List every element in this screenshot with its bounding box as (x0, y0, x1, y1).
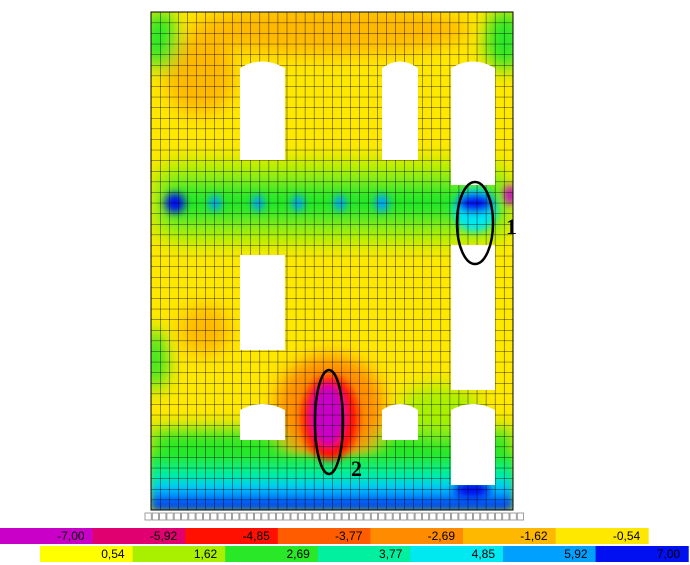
support (166, 512, 174, 521)
legend-label: -3,77 (335, 529, 363, 543)
support (151, 512, 160, 521)
support (509, 512, 517, 521)
legend-swatch (595, 546, 689, 562)
support (232, 512, 240, 521)
support (429, 512, 437, 521)
support (436, 512, 444, 521)
support (465, 512, 473, 521)
legend-label: -4,85 (242, 529, 270, 543)
support (173, 512, 181, 521)
legend-label: 5,92 (564, 547, 588, 561)
support (356, 512, 364, 521)
support (159, 512, 167, 521)
support (392, 512, 400, 521)
supports (144, 512, 524, 521)
legend-swatch (0, 528, 94, 544)
support (195, 512, 203, 521)
support (305, 512, 313, 521)
legend-swatch (132, 546, 226, 562)
legend-label: 7,00 (657, 547, 681, 561)
legend-label: 3,77 (379, 547, 403, 561)
legend-swatch (92, 528, 186, 544)
highlight-ellipse (313, 368, 345, 476)
legend-label: -5,92 (150, 529, 178, 543)
support (473, 512, 481, 521)
support (378, 512, 386, 521)
support (451, 512, 459, 521)
support (327, 512, 335, 521)
support (312, 512, 320, 521)
support (334, 512, 342, 521)
legend-label: 1,62 (194, 547, 218, 561)
support (261, 512, 269, 521)
support (348, 512, 357, 521)
support (188, 512, 196, 521)
legend-label: -2,69 (428, 529, 456, 543)
support (487, 512, 495, 521)
support (254, 512, 262, 521)
legend-swatch (370, 528, 464, 544)
support (239, 512, 247, 521)
legend-swatch (225, 546, 319, 562)
support (385, 512, 393, 521)
support (290, 512, 298, 521)
highlight-ellipse (455, 180, 495, 266)
support (480, 512, 488, 521)
legend-label: -7,00 (57, 529, 85, 543)
support (400, 512, 408, 521)
support (494, 512, 503, 521)
support (297, 512, 305, 521)
support (224, 512, 233, 521)
support (502, 512, 510, 521)
legend-swatch (40, 546, 134, 562)
wall-outline (150, 11, 514, 511)
support (370, 512, 378, 521)
legend: -7,00 -5,92 -4,85 -3,77 -2,69 -1,62 -0,54 0,54 1… (0, 528, 689, 562)
legend-swatch (503, 546, 597, 562)
legend-swatch (185, 528, 279, 544)
support (181, 512, 189, 521)
support (414, 512, 422, 521)
support (210, 512, 218, 521)
support (407, 512, 415, 521)
legend-swatch (410, 546, 504, 562)
annotation: 2 (351, 456, 362, 481)
openings (240, 61, 495, 485)
legend-label: -0,54 (613, 529, 641, 543)
legend-swatch (555, 528, 649, 544)
support (275, 512, 284, 521)
legend-swatch (317, 546, 411, 562)
legend-swatch (463, 528, 557, 544)
support (341, 512, 349, 521)
legend-swatch (277, 528, 371, 544)
support (363, 512, 371, 521)
support (421, 512, 430, 521)
legend-label: 0,54 (101, 547, 125, 561)
support (283, 512, 291, 521)
support (516, 512, 524, 521)
legend-label: 2,69 (286, 547, 310, 561)
stress-field (151, 12, 513, 510)
annotation: 1 (506, 214, 517, 239)
support (458, 512, 466, 521)
support (144, 512, 152, 521)
support (246, 512, 254, 521)
legend-label: -1,62 (520, 529, 548, 543)
support (319, 512, 327, 521)
support (268, 512, 276, 521)
support (217, 512, 225, 521)
support (443, 512, 451, 521)
support (202, 512, 211, 521)
legend-label: 4,85 (472, 547, 496, 561)
